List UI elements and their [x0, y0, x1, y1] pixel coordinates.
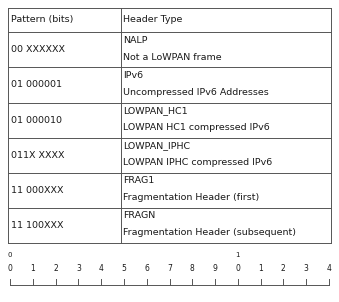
Text: 0: 0 [8, 252, 13, 258]
Text: 7: 7 [167, 264, 172, 273]
Text: 0: 0 [8, 264, 13, 273]
Text: 8: 8 [190, 264, 195, 273]
Text: 00 XXXXXX: 00 XXXXXX [11, 45, 65, 54]
Text: 11 000XXX: 11 000XXX [11, 186, 64, 195]
Text: FRAGN: FRAGN [123, 211, 156, 220]
Text: LOWPAN HC1 compressed IPv6: LOWPAN HC1 compressed IPv6 [123, 123, 270, 132]
Text: 3: 3 [76, 264, 81, 273]
Text: LOWPAN_HC1: LOWPAN_HC1 [123, 106, 188, 115]
Text: Header Type: Header Type [123, 15, 183, 24]
Text: 1: 1 [31, 264, 35, 273]
Text: 4: 4 [326, 264, 331, 273]
Text: Pattern (bits): Pattern (bits) [11, 15, 74, 24]
Text: IPv6: IPv6 [123, 71, 143, 80]
Text: LOWPAN_IPHC: LOWPAN_IPHC [123, 141, 191, 150]
Text: LOWPAN IPHC compressed IPv6: LOWPAN IPHC compressed IPv6 [123, 158, 273, 167]
Text: 5: 5 [122, 264, 126, 273]
Text: 2: 2 [281, 264, 286, 273]
Text: Uncompressed IPv6 Addresses: Uncompressed IPv6 Addresses [123, 88, 269, 97]
Text: FRAG1: FRAG1 [123, 176, 155, 185]
Text: NALP: NALP [123, 36, 148, 45]
Text: 6: 6 [144, 264, 149, 273]
Text: 3: 3 [304, 264, 308, 273]
Text: Fragmentation Header (subsequent): Fragmentation Header (subsequent) [123, 228, 296, 237]
Text: 9: 9 [213, 264, 217, 273]
Text: 1: 1 [258, 264, 263, 273]
Text: 011X XXXX: 011X XXXX [11, 151, 65, 160]
Text: 11 100XXX: 11 100XXX [11, 221, 64, 230]
Text: 1: 1 [236, 252, 240, 258]
Text: 01 000001: 01 000001 [11, 81, 62, 89]
Text: 0: 0 [235, 264, 240, 273]
Text: Not a LoWPAN frame: Not a LoWPAN frame [123, 53, 222, 62]
Text: 2: 2 [53, 264, 58, 273]
Text: 4: 4 [99, 264, 104, 273]
Text: 01 000010: 01 000010 [11, 116, 62, 125]
Text: Fragmentation Header (first): Fragmentation Header (first) [123, 193, 260, 202]
